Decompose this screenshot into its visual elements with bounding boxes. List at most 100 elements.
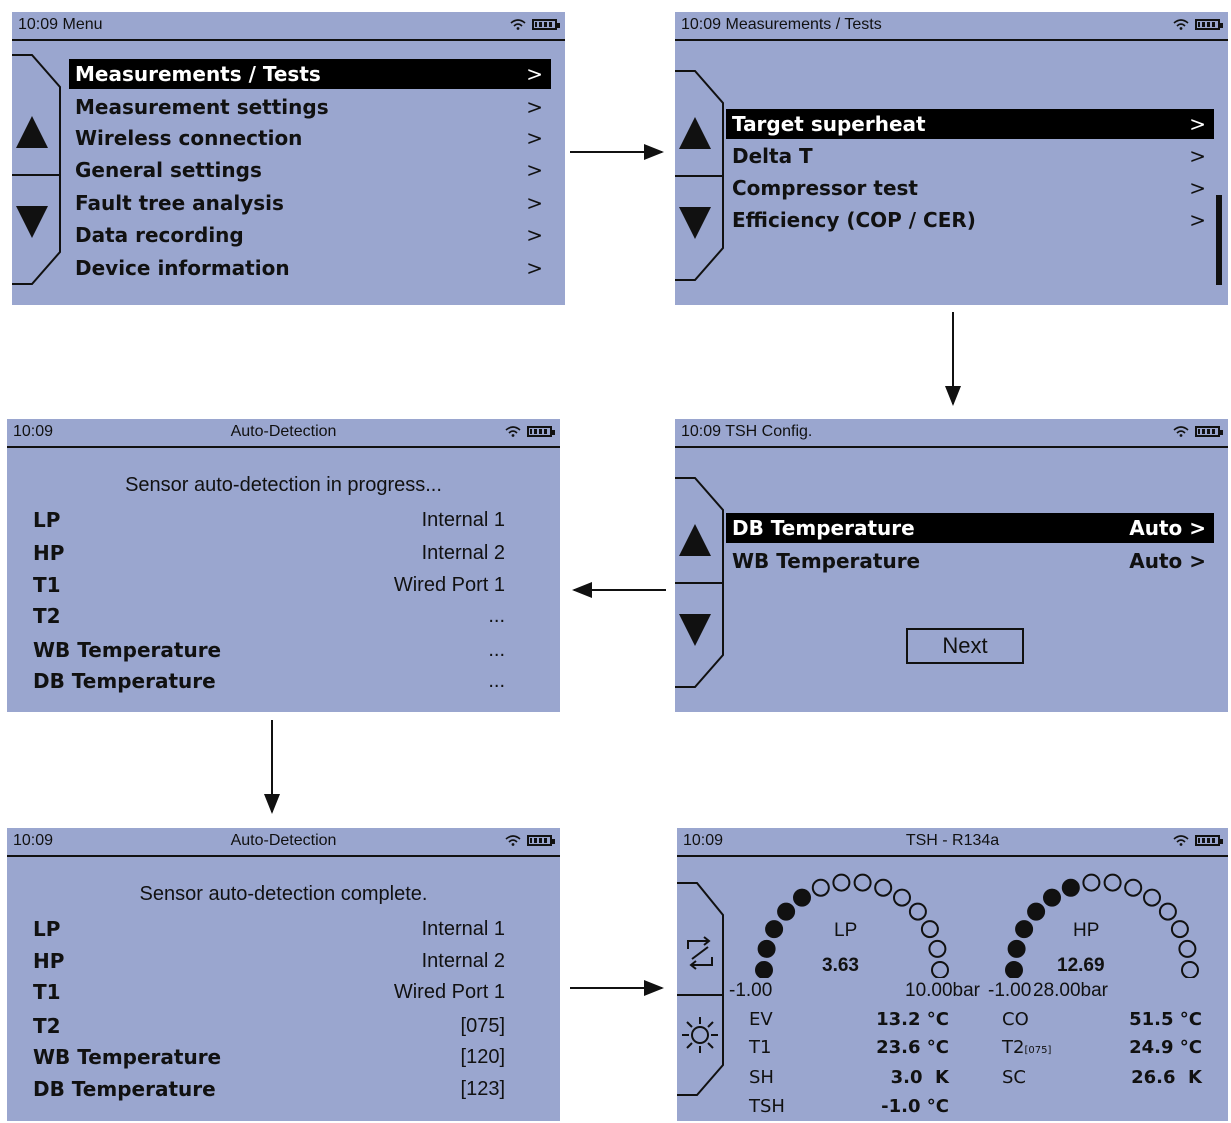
lp-gauge-dot bbox=[893, 888, 911, 907]
lp-value: 3.63 bbox=[822, 955, 859, 976]
reading-label: SC bbox=[1002, 1067, 1026, 1088]
config-item-value: Auto > bbox=[1129, 549, 1206, 573]
lp-gauge-dot bbox=[755, 961, 773, 978]
menu-item-efficiency[interactable]: Efficiency (COP / CER) > bbox=[726, 205, 1214, 235]
lp-gauge-dot bbox=[811, 878, 830, 897]
menu-item-label: Data recording bbox=[75, 223, 244, 247]
lp-gauge-dot bbox=[832, 873, 851, 892]
sensor-row-t2: T2... bbox=[33, 601, 505, 631]
menu-item-label: Delta T bbox=[732, 144, 813, 168]
nav-panel bbox=[675, 475, 735, 695]
lp-max: 10.00bar bbox=[905, 980, 981, 1001]
swap-view-icon[interactable] bbox=[682, 935, 718, 971]
reading-row-t1: T1 23.6 °C bbox=[749, 1034, 949, 1062]
next-button[interactable]: Next bbox=[906, 628, 1024, 664]
sensor-source: ... bbox=[488, 639, 505, 661]
battery-icon bbox=[1195, 425, 1223, 437]
status-time: 10:09 bbox=[13, 832, 54, 849]
sensor-row-wb-temperature: WB Temperature... bbox=[33, 635, 505, 665]
menu-item-general-settings[interactable]: General settings > bbox=[69, 155, 551, 185]
status-title: 10:09 TSH Config. bbox=[681, 423, 813, 440]
status-title: 10:09 Measurements / Tests bbox=[681, 16, 882, 33]
menu-item-label: Measurements / Tests bbox=[75, 62, 321, 86]
reading-label: T1 bbox=[749, 1037, 772, 1058]
sensor-row-hp: HP Internal 2 bbox=[33, 538, 505, 568]
reading-row-co: CO 51.5 °C bbox=[1002, 1006, 1202, 1034]
lp-gauge-label: LP bbox=[834, 920, 858, 941]
menu-item-wireless-connection[interactable]: Wireless connection > bbox=[69, 123, 551, 153]
hp-gauge-dot bbox=[1007, 939, 1026, 958]
sensor-name: HP bbox=[33, 949, 65, 973]
sensor-row-hp: HP Internal 2 bbox=[33, 946, 505, 976]
chevron-right-icon: > bbox=[526, 95, 543, 119]
screen-tsh-config: 10:09 TSH Config. DB Temperature Auto > W… bbox=[675, 419, 1228, 712]
hp-gauge-dot bbox=[1043, 888, 1061, 907]
wireless-icon bbox=[1173, 835, 1189, 846]
chevron-right-icon: > bbox=[526, 256, 543, 280]
menu-item-delta-t[interactable]: Delta T > bbox=[726, 141, 1214, 171]
sensor-name: HP bbox=[33, 541, 65, 565]
status-bar: 10:09 TSH - R134a bbox=[677, 828, 1228, 857]
menu-item-label: Device information bbox=[75, 256, 290, 280]
screen-measurements-tests: 10:09 Measurements / Tests Target superh… bbox=[675, 12, 1228, 305]
chevron-right-icon: > bbox=[526, 158, 543, 182]
menu-item-label: Measurement settings bbox=[75, 95, 329, 119]
reading-row-sc: SC 26.6 K bbox=[1002, 1064, 1202, 1092]
reading-row-tsh: TSH -1.0 °C bbox=[749, 1093, 949, 1121]
sensor-source: Internal 1 bbox=[421, 509, 505, 531]
wireless-icon bbox=[510, 19, 526, 30]
sensor-source: [120] bbox=[460, 1046, 505, 1068]
lp-gauge-dot bbox=[920, 920, 939, 939]
wireless-icon bbox=[505, 835, 521, 846]
sensor-name: DB Temperature bbox=[33, 1077, 216, 1101]
config-item-db-temperature[interactable]: DB Temperature Auto > bbox=[726, 513, 1214, 543]
status-title: 10:09 Menu bbox=[18, 16, 103, 33]
scroll-down-button[interactable] bbox=[675, 610, 715, 650]
sensor-name: T1 bbox=[33, 573, 61, 597]
nav-panel bbox=[677, 880, 737, 1100]
sensor-name: T2 bbox=[33, 604, 61, 628]
screen-tsh-measurement: 10:09 TSH - R134a LP 3.63 -1.00 10.00bar bbox=[677, 828, 1228, 1121]
sensor-source: Wired Port 1 bbox=[393, 981, 505, 1003]
scroll-up-button[interactable] bbox=[675, 520, 715, 560]
brightness-icon[interactable] bbox=[680, 1015, 720, 1055]
scroll-up-button[interactable] bbox=[675, 113, 715, 153]
reading-label: T2 bbox=[1002, 1037, 1025, 1058]
scroll-down-button[interactable] bbox=[12, 202, 52, 242]
sensor-name: T2 bbox=[33, 1014, 61, 1038]
reading-value: 23.6 °C bbox=[876, 1037, 949, 1058]
menu-item-target-superheat[interactable]: Target superheat > bbox=[726, 109, 1214, 139]
reading-label: CO bbox=[1002, 1009, 1029, 1030]
menu-item-measurements-tests[interactable]: Measurements / Tests > bbox=[69, 59, 551, 89]
wireless-icon bbox=[505, 426, 521, 437]
menu-item-device-information[interactable]: Device information > bbox=[69, 253, 551, 283]
sensor-name: LP bbox=[33, 917, 61, 941]
config-item-wb-temperature[interactable]: WB Temperature Auto > bbox=[726, 546, 1214, 576]
status-time: 10:09 bbox=[13, 423, 54, 440]
menu-item-compressor-test[interactable]: Compressor test > bbox=[726, 173, 1214, 203]
menu-item-measurement-settings[interactable]: Measurement settings > bbox=[69, 92, 551, 122]
sensor-source: Internal 1 bbox=[421, 918, 505, 940]
scroll-down-button[interactable] bbox=[675, 203, 715, 243]
nav-panel bbox=[12, 52, 72, 292]
menu-item-fault-tree-analysis[interactable]: Fault tree analysis > bbox=[69, 188, 551, 218]
menu-item-label: Efficiency (COP / CER) bbox=[732, 208, 976, 232]
sensor-source: ... bbox=[488, 605, 505, 627]
hp-gauge-dot bbox=[1082, 873, 1101, 892]
reading-row-ev: EV 13.2 °C bbox=[749, 1006, 949, 1034]
menu-item-data-recording[interactable]: Data recording > bbox=[69, 220, 551, 250]
status-time: 10:09 bbox=[683, 832, 724, 849]
lp-gauge-dot bbox=[757, 939, 776, 958]
hp-gauge-dot bbox=[1158, 902, 1177, 921]
chevron-right-icon: > bbox=[1189, 208, 1206, 232]
sensor-source: [075] bbox=[460, 1015, 505, 1037]
chevron-right-icon: > bbox=[1189, 112, 1206, 136]
chevron-right-icon: > bbox=[526, 126, 543, 150]
sensor-name: DB Temperature bbox=[33, 669, 216, 693]
reading-label: SH bbox=[749, 1067, 774, 1088]
scrollbar[interactable] bbox=[1216, 195, 1222, 285]
lp-gauge-dot bbox=[765, 920, 784, 939]
status-bar: 10:09 Measurements / Tests bbox=[675, 12, 1228, 41]
scroll-up-button[interactable] bbox=[12, 112, 52, 152]
chevron-right-icon: > bbox=[1189, 144, 1206, 168]
